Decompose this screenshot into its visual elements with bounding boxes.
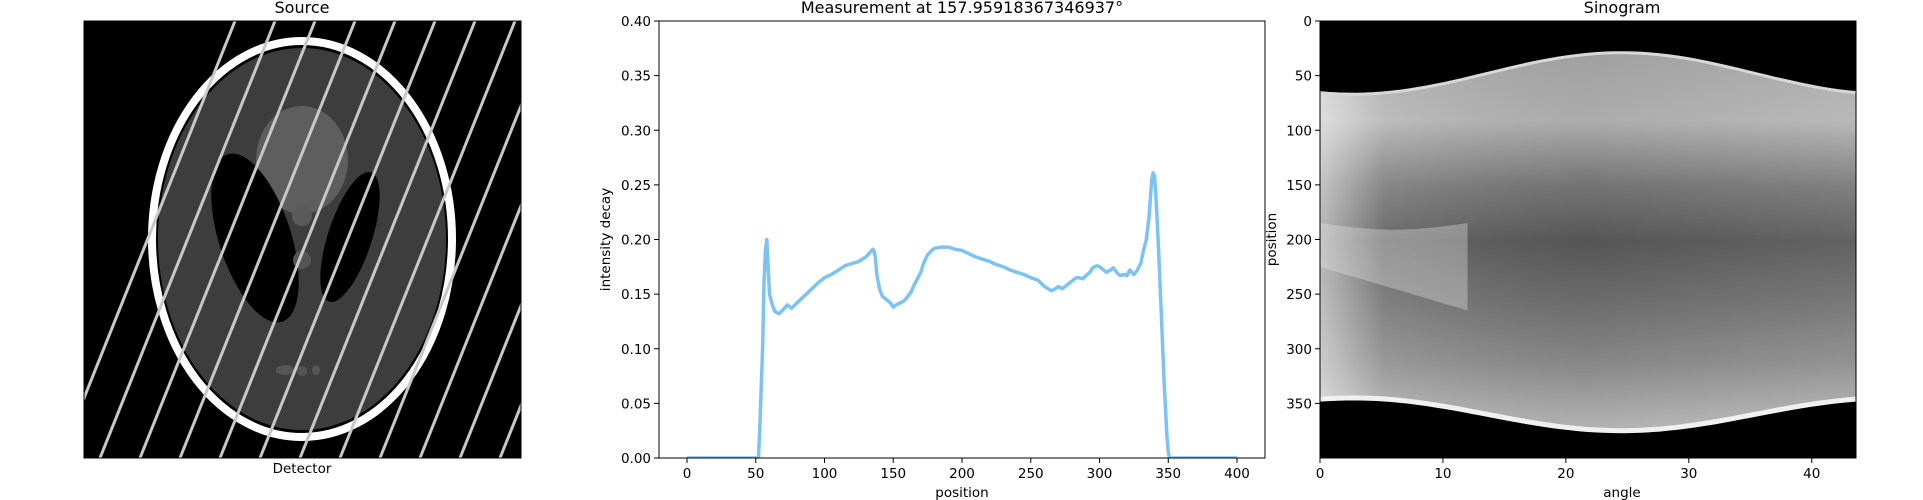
measurement-ylabel: intensity decay	[598, 188, 614, 291]
x-tick-label: 0	[683, 466, 692, 482]
projection-lines	[84, 21, 521, 458]
y-tick-label: 50	[1295, 69, 1312, 85]
y-tick-label: 0.15	[621, 287, 651, 303]
y-tick-label: 150	[1286, 178, 1312, 194]
x-tick-label: 150	[880, 466, 906, 482]
x-tick-label: 30	[1680, 466, 1697, 482]
sinogram-title: Sinogram	[1584, 0, 1661, 17]
y-tick-label: 0.40	[621, 14, 651, 30]
projection-line	[258, 21, 437, 458]
sinogram-panel: Sinogram 0 10 20 30 40 0 50 100 150 200 250 300 350…	[1264, 0, 1857, 500]
y-tick-label: 200	[1286, 233, 1312, 249]
sinogram-bottom-edge	[1319, 395, 1857, 434]
measurement-y-axis: 0.00 0.05 0.10 0.15 0.20 0.25 0.30 0.35 0.40	[621, 14, 659, 467]
sinogram-x-axis: 0 10 20 30 40	[1316, 458, 1820, 482]
sinogram-top-edge	[1319, 51, 1857, 96]
projection-line	[138, 21, 317, 458]
x-tick-label: 20	[1557, 466, 1574, 482]
projection-line	[298, 21, 477, 458]
measurement-title: Measurement at 157.95918367346937°	[801, 0, 1123, 17]
projection-line	[338, 21, 517, 458]
small-spot-1	[292, 206, 312, 226]
y-tick-label: 0.20	[621, 233, 651, 249]
measurement-xlabel: position	[935, 485, 988, 500]
sinogram-shading	[1320, 52, 1856, 431]
y-tick-label: 0	[1303, 14, 1312, 30]
top-ellipse	[256, 106, 348, 214]
sinogram-y-axis: 0 50 100 150 200 250 300 350	[1286, 14, 1320, 412]
y-tick-label: 0.35	[621, 69, 651, 85]
source-panel: Source Detector	[83, 0, 522, 477]
y-tick-label: 250	[1286, 287, 1312, 303]
sinogram-ylabel: position	[1264, 213, 1280, 266]
source-title: Source	[275, 0, 330, 17]
small-spot-3	[276, 365, 294, 375]
measurement-frame	[658, 20, 1266, 459]
projection-line	[84, 21, 237, 403]
source-image	[84, 21, 521, 458]
projection-line	[98, 21, 277, 458]
small-spot-5	[312, 365, 320, 375]
projection-line	[178, 21, 357, 458]
y-tick-label: 0.30	[621, 123, 651, 139]
measurement-panel: Measurement at 157.95918367346937° 0 50 10…	[598, 0, 1266, 500]
sinogram-bright-band	[1320, 223, 1468, 311]
y-tick-label: 0.25	[621, 178, 651, 194]
y-tick-label: 0.00	[621, 451, 651, 467]
projection-line	[418, 201, 521, 458]
measurement-x-axis: 0 50 100 150 200 250 300 350 400	[683, 458, 1250, 482]
y-tick-label: 350	[1286, 396, 1312, 412]
y-tick-label: 0.10	[621, 342, 651, 358]
x-tick-label: 40	[1803, 466, 1820, 482]
projection-line	[458, 301, 521, 458]
measurement-series-line	[687, 171, 1237, 458]
y-tick-label: 100	[1286, 123, 1312, 139]
source-xlabel: Detector	[273, 461, 332, 477]
x-tick-label: 400	[1224, 466, 1250, 482]
skull-ring	[148, 37, 456, 441]
x-tick-label: 10	[1434, 466, 1451, 482]
small-spot-4	[297, 366, 307, 376]
source-frame	[83, 20, 522, 459]
left-ventricle	[211, 153, 299, 323]
x-tick-label: 0	[1316, 466, 1325, 482]
x-tick-label: 50	[747, 466, 764, 482]
x-tick-label: 100	[812, 466, 838, 482]
sinogram-xlabel: angle	[1603, 485, 1640, 500]
x-tick-label: 350	[1155, 466, 1181, 482]
projection-line	[378, 101, 521, 458]
y-tick-label: 0.05	[621, 396, 651, 412]
x-tick-label: 250	[1018, 466, 1044, 482]
x-tick-label: 200	[949, 466, 975, 482]
x-tick-label: 300	[1087, 466, 1113, 482]
sinogram-image	[1319, 21, 1857, 458]
projection-line	[218, 21, 397, 458]
y-tick-label: 300	[1286, 342, 1312, 358]
